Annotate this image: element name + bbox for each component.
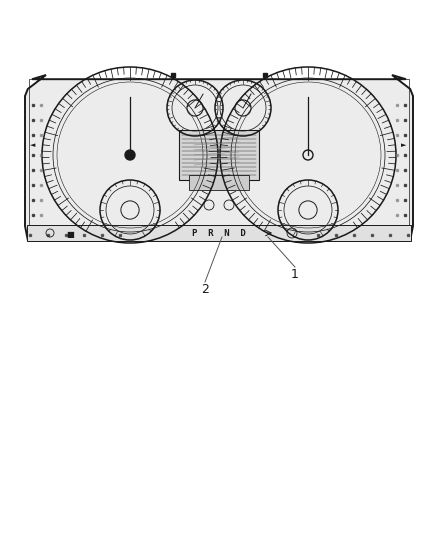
Circle shape [125, 150, 135, 160]
Text: ◄: ◄ [30, 142, 35, 148]
Text: 1: 1 [291, 268, 299, 281]
Text: P  R  N  D: P R N D [192, 230, 246, 238]
Bar [29, 79, 409, 236]
Polygon shape [25, 75, 413, 240]
Text: ■: ■ [66, 230, 74, 238]
Bar [179, 130, 259, 180]
Bar [189, 175, 249, 190]
Bar [27, 225, 411, 241]
Text: ►: ► [401, 142, 406, 148]
Text: 2: 2 [201, 283, 209, 296]
